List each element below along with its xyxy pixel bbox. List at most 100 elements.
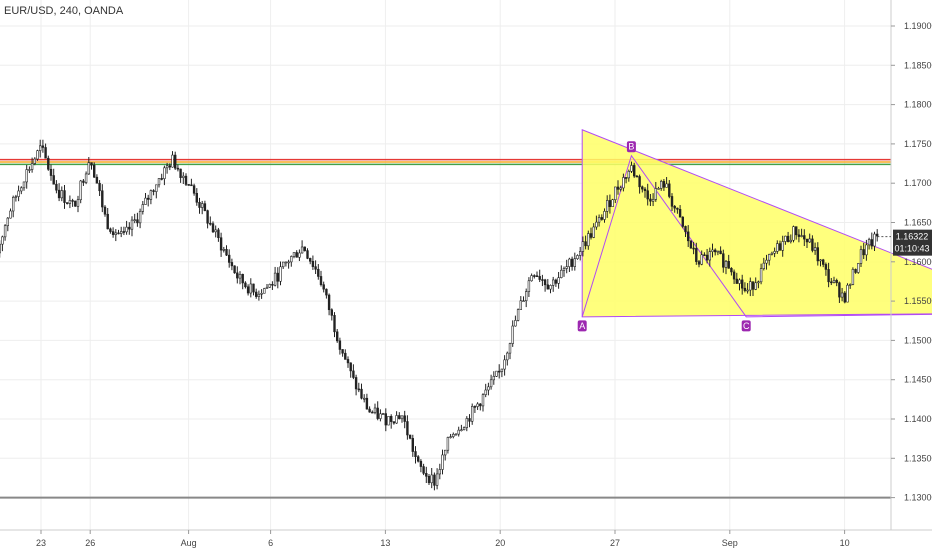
candle-body	[195, 192, 198, 203]
candle-body	[165, 165, 169, 169]
candle-body	[762, 262, 766, 269]
candle-body	[171, 154, 174, 168]
candle-body	[654, 188, 658, 200]
candle-body	[508, 343, 512, 354]
candle-body	[217, 229, 220, 239]
candle-body	[352, 370, 355, 378]
marker-box[interactable]	[626, 141, 636, 153]
marker-a[interactable]: A	[577, 320, 587, 332]
candle-body	[684, 226, 687, 233]
candle-body	[319, 276, 323, 285]
candle-body	[635, 175, 639, 178]
candle-body	[314, 266, 317, 270]
candle-body	[241, 273, 244, 284]
candle-body	[79, 180, 82, 201]
candle-body	[222, 249, 225, 251]
candle-body	[641, 186, 644, 190]
candle-body	[341, 349, 344, 354]
marker-b[interactable]: B	[626, 141, 636, 153]
y-tick-label: 1.16000	[904, 257, 932, 267]
candle-body	[516, 309, 520, 321]
candle-body	[835, 280, 838, 284]
y-tick-label: 1.15500	[904, 296, 932, 306]
candle-body	[535, 275, 539, 278]
candle-body	[41, 145, 45, 148]
triangle-pattern[interactable]	[581, 129, 932, 318]
candle-body	[211, 223, 215, 233]
candle-body	[551, 279, 555, 286]
candle-body	[470, 406, 474, 422]
candle-body	[255, 291, 258, 297]
candle-body	[298, 252, 301, 258]
candle-body	[344, 352, 347, 360]
candle-body	[794, 226, 798, 236]
candle-body	[120, 231, 123, 234]
candle-body	[584, 241, 587, 247]
candle-body	[700, 254, 703, 265]
candle-body	[443, 449, 447, 456]
horizontal-lines[interactable]	[0, 158, 891, 499]
candle-body	[875, 233, 879, 237]
candle-body	[803, 235, 806, 240]
time-axis[interactable]: 23 26 Aug 6 13 20 27 Sep 10	[36, 530, 850, 548]
candle-body	[384, 413, 387, 426]
candle-body	[481, 394, 485, 407]
candle-body	[832, 280, 836, 283]
candle-body	[854, 269, 857, 273]
candle-body	[98, 182, 101, 192]
x-tick-label: Aug	[181, 538, 197, 548]
candle-body	[549, 285, 552, 290]
candle-body	[543, 279, 547, 286]
candle-body	[670, 196, 674, 207]
candle-body	[873, 233, 876, 247]
candle-body	[573, 258, 577, 267]
candle-body	[503, 359, 506, 370]
candle-body	[830, 281, 833, 284]
candle-body	[144, 197, 147, 205]
x-tick-label: 27	[610, 538, 620, 548]
candle-body	[727, 260, 730, 269]
candle-body	[357, 388, 360, 391]
candle-body	[751, 281, 755, 290]
candle-body	[338, 340, 342, 350]
candle-body	[365, 397, 369, 410]
candle-body	[206, 210, 209, 224]
candle-body	[203, 203, 207, 211]
triangle-shape[interactable]	[581, 129, 932, 318]
price-axis[interactable]: 1.19000 1.18500 1.18000 1.17500 1.17000 1.165…	[891, 21, 932, 503]
y-tick-label: 1.13500	[904, 453, 932, 463]
candle-body	[578, 251, 582, 256]
candle-body	[47, 157, 50, 170]
pattern-markers[interactable]: ABCD	[577, 141, 932, 332]
y-tick-label: 1.15000	[904, 335, 932, 345]
candle-body	[90, 162, 93, 166]
candle-body	[846, 284, 849, 303]
candle-body	[1, 236, 4, 245]
candle-body	[719, 250, 722, 255]
candle-body	[638, 176, 641, 188]
candle-body	[103, 206, 107, 215]
candle-body	[268, 284, 271, 288]
candle-body	[565, 266, 568, 269]
candle-body	[716, 250, 720, 253]
marker-c[interactable]: C	[741, 320, 751, 332]
candle-body	[389, 416, 393, 422]
y-tick-label: 1.18000	[904, 100, 932, 110]
candle-body	[624, 177, 628, 179]
candle-body	[163, 167, 166, 179]
candle-body	[757, 281, 760, 284]
marker-box[interactable]	[741, 320, 751, 332]
candle-body	[360, 388, 363, 399]
candle-body	[616, 186, 620, 190]
candle-body	[724, 260, 728, 268]
candle-body	[373, 407, 377, 413]
y-tick-label: 1.14500	[904, 375, 932, 385]
candle-body	[325, 288, 328, 296]
candle-body	[473, 406, 477, 408]
candle-body	[857, 263, 860, 273]
candle-body	[524, 291, 528, 302]
candle-body	[12, 196, 15, 212]
marker-box[interactable]	[577, 320, 587, 332]
